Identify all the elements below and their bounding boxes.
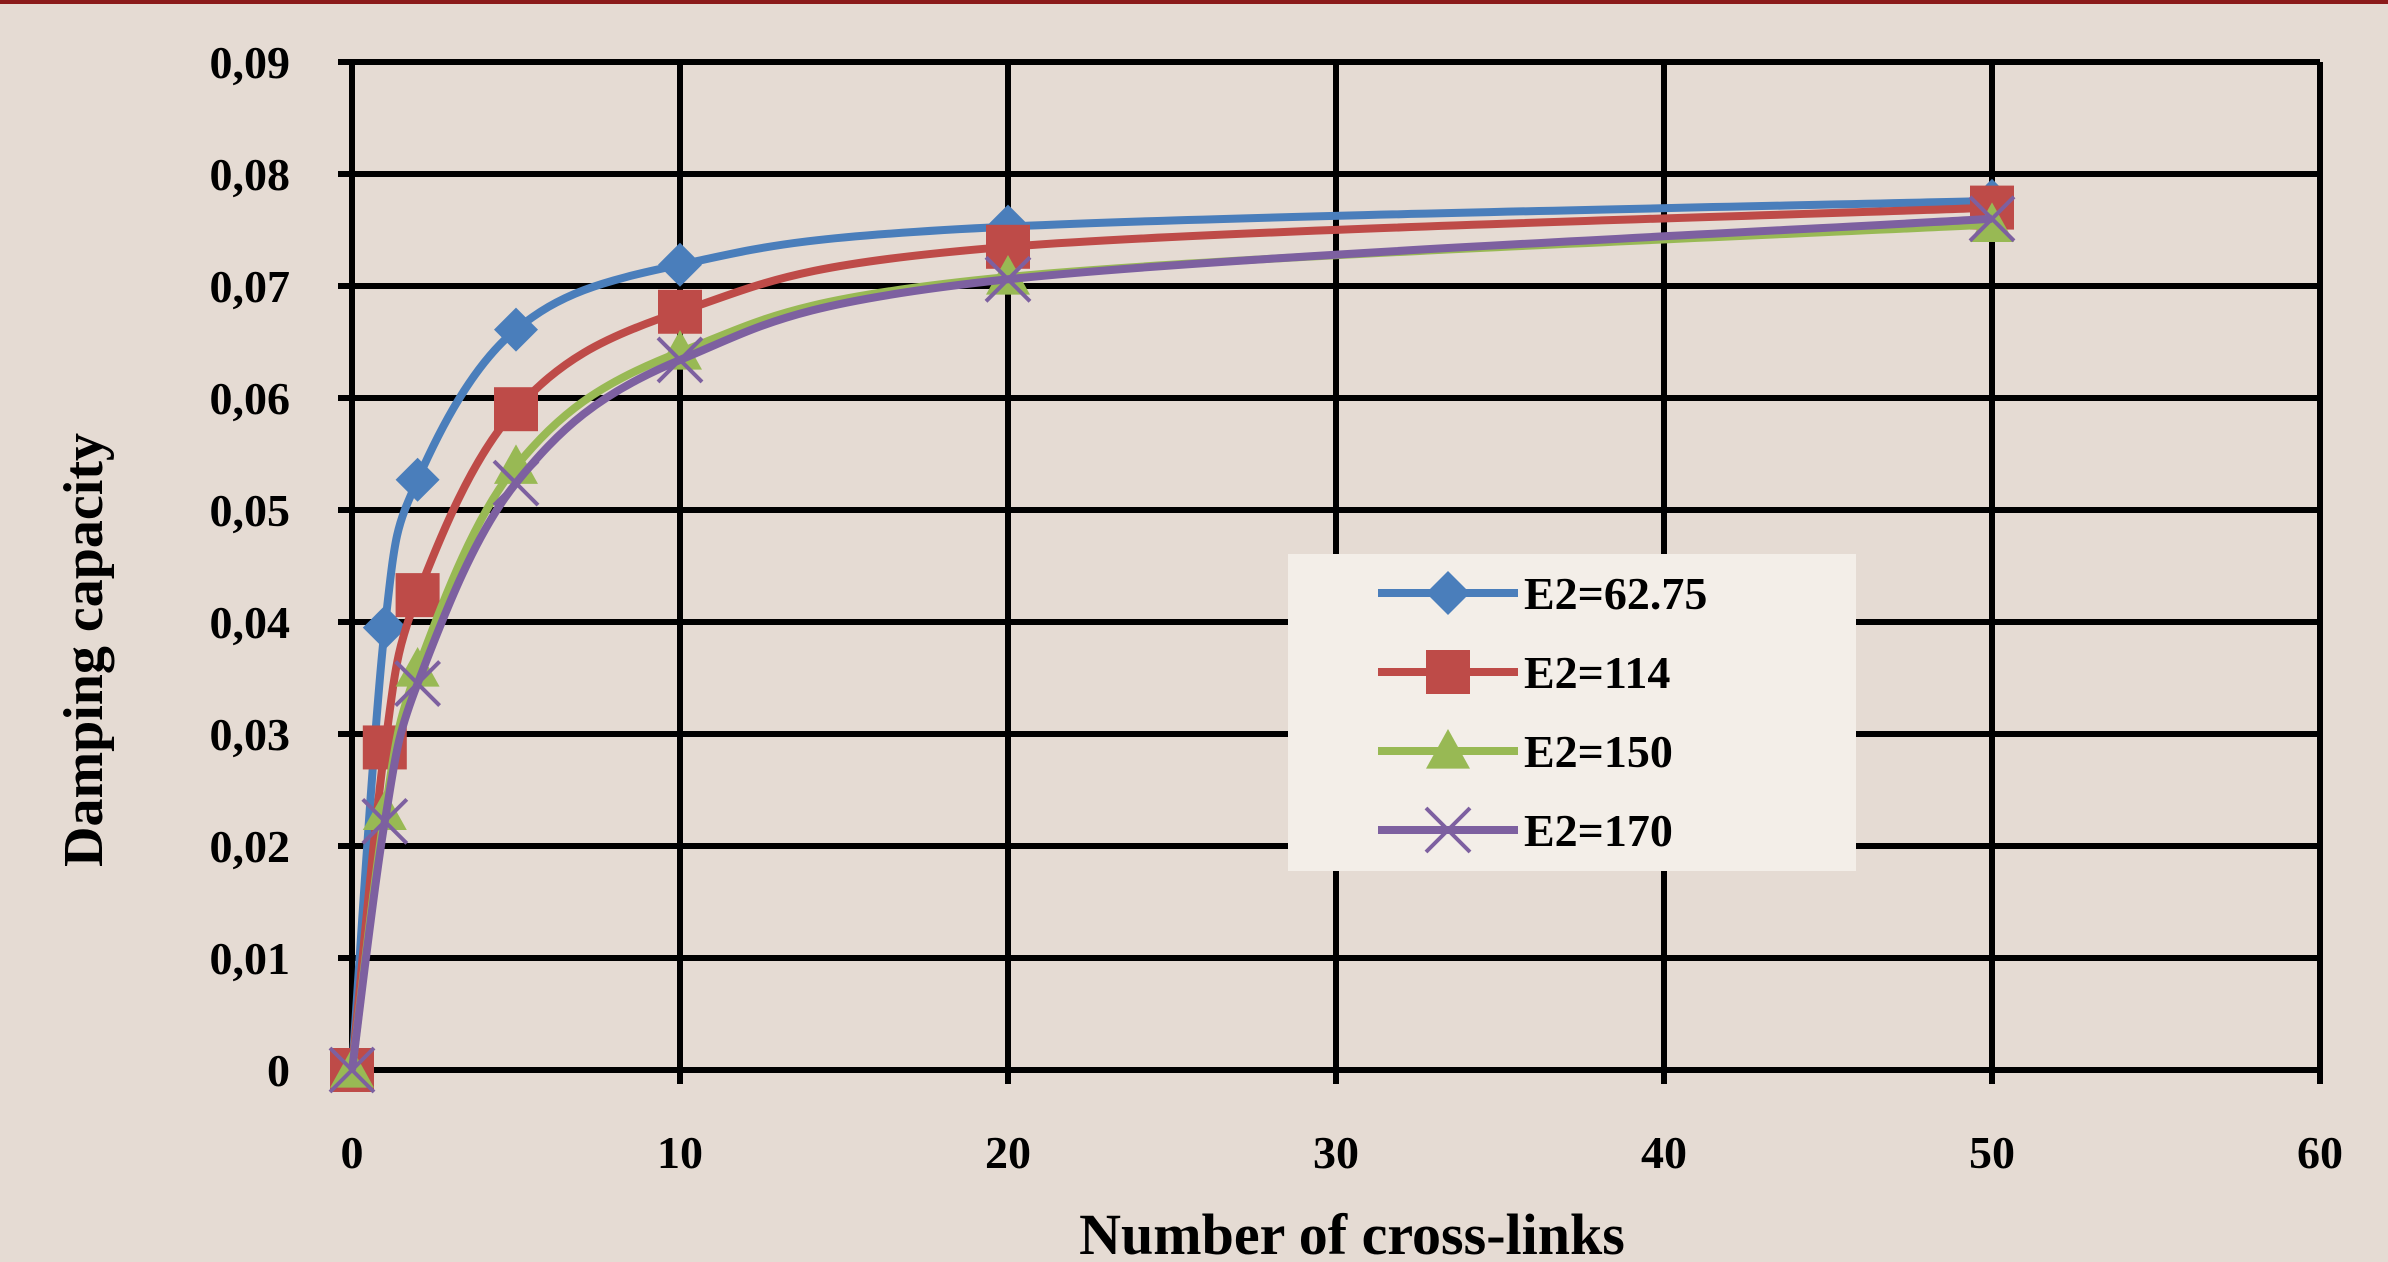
series-line — [348, 214, 1993, 1071]
x-marker-stroke — [984, 255, 1032, 303]
legend-entry: E2=150 — [1378, 726, 1673, 777]
legend-entry: E2=170 — [1378, 805, 1673, 856]
legend-swatch-marker — [1424, 806, 1472, 854]
x-marker-stroke — [1968, 195, 2016, 243]
x-axis-label: Number of cross-links — [1079, 1202, 1625, 1262]
x-marker-stroke — [492, 459, 540, 507]
data-point — [361, 797, 409, 845]
data-point — [656, 336, 704, 384]
x-tick-label: 40 — [1641, 1127, 1687, 1178]
y-tick-label: 0,08 — [210, 149, 291, 200]
x-tick-label: 30 — [1313, 1127, 1359, 1178]
data-point — [395, 457, 440, 502]
series-group — [328, 178, 2016, 1094]
legend-entry: E2=62.75 — [1378, 568, 1707, 619]
data-point — [395, 573, 440, 618]
y-tick-label: 0,06 — [210, 373, 291, 424]
x-marker-stroke — [656, 336, 704, 384]
legend-swatch-marker — [1426, 650, 1470, 694]
x-tick-label: 50 — [1969, 1127, 2015, 1178]
data-point — [658, 242, 702, 287]
y-tick-label: 0,02 — [210, 821, 291, 872]
series-e2-170 — [328, 195, 2016, 1094]
y-tick-label: 0,01 — [210, 933, 291, 984]
axis-ticks: 0 0,01 0,02 0,03 0,04 0,05 0,06 0,07 0,08 0,09 0 10… — [210, 37, 2344, 1178]
x-marker-stroke — [328, 1046, 376, 1094]
y-tick-label: 0,09 — [210, 37, 291, 88]
data-point — [494, 307, 538, 352]
legend-label: E2=150 — [1524, 726, 1673, 777]
data-point — [494, 387, 538, 432]
top-border-bar — [0, 0, 2388, 4]
x-tick-label: 0 — [341, 1127, 364, 1178]
x-tick-label: 60 — [2297, 1127, 2343, 1178]
data-point — [394, 660, 442, 708]
y-tick-label: 0,03 — [210, 709, 291, 760]
legend-entry: E2=114 — [1378, 647, 1670, 698]
y-tick-label: 0,05 — [210, 485, 291, 536]
data-point — [658, 289, 702, 334]
legend-label: E2=114 — [1524, 647, 1670, 698]
data-point — [658, 330, 702, 370]
y-axis-label: Damping capacity — [53, 433, 115, 867]
legend-label: E2=170 — [1524, 805, 1673, 856]
legend: E2=62.75 E2=114 E2=150 E2=170 — [1288, 554, 1856, 871]
legend-box — [1288, 554, 1856, 871]
y-tick-label: 0 — [267, 1045, 290, 1096]
x-marker-stroke — [361, 797, 409, 845]
legend-swatch-marker — [1426, 729, 1470, 769]
data-point — [1968, 195, 2016, 243]
y-tick-label: 0,07 — [210, 261, 291, 312]
legend-label: E2=62.75 — [1524, 568, 1707, 619]
data-point — [984, 255, 1032, 303]
data-point — [328, 1046, 376, 1094]
x-marker-stroke — [1424, 806, 1472, 854]
series-line — [348, 196, 1993, 1071]
y-tick-label: 0,04 — [210, 597, 291, 648]
data-point — [986, 255, 1030, 295]
x-tick-label: 20 — [985, 1127, 1031, 1178]
x-marker-stroke — [394, 660, 442, 708]
data-point — [395, 647, 440, 687]
x-tick-label: 10 — [657, 1127, 703, 1178]
data-point — [492, 459, 540, 507]
legend-swatch-marker — [1426, 571, 1470, 615]
